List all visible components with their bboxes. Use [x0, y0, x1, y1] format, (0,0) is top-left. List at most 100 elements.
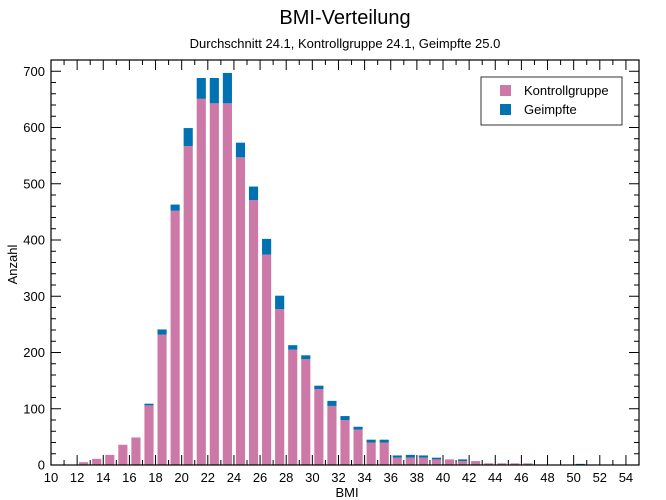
bar-kontrollgruppe-15 — [118, 444, 128, 465]
legend-swatch-1 — [500, 104, 511, 115]
bar-kontrollgruppe-19 — [170, 210, 180, 465]
bar-kontrollgruppe-21 — [196, 98, 206, 465]
bar-geimpfte-27 — [275, 295, 285, 310]
x-tick-label: 24 — [227, 470, 241, 485]
bar-kontrollgruppe-28 — [288, 349, 298, 465]
bar-geimpfte-31 — [327, 400, 337, 406]
bar-kontrollgruppe-14 — [105, 454, 115, 465]
y-tick-label: 300 — [23, 289, 45, 304]
x-tick-label: 38 — [410, 470, 424, 485]
chart-subtitle: Durchschnitt 24.1, Kontrollgruppe 24.1, … — [189, 36, 501, 51]
bar-kontrollgruppe-33 — [353, 429, 363, 465]
bar-geimpfte-33 — [353, 426, 363, 430]
x-tick-label: 50 — [566, 470, 580, 485]
y-axis-label: Anzahl — [5, 245, 20, 285]
bar-geimpfte-34 — [366, 439, 376, 443]
x-tick-label: 12 — [70, 470, 84, 485]
bar-kontrollgruppe-34 — [366, 442, 376, 465]
x-tick-label: 30 — [305, 470, 319, 485]
bar-geimpfte-23 — [222, 72, 232, 104]
legend-label-1: Geimpfte — [524, 102, 577, 117]
bar-kontrollgruppe-12 — [79, 462, 89, 465]
bar-kontrollgruppe-35 — [379, 442, 389, 465]
bar-geimpfte-24 — [235, 142, 246, 158]
bar-kontrollgruppe-32 — [340, 420, 350, 465]
x-tick-label: 52 — [593, 470, 607, 485]
bar-kontrollgruppe-17 — [144, 405, 154, 465]
x-tick-label: 14 — [96, 470, 110, 485]
chart-title: BMI-Verteilung — [279, 7, 411, 29]
x-tick-label: 48 — [540, 470, 554, 485]
bar-geimpfte-18 — [157, 329, 167, 335]
bar-kontrollgruppe-16 — [131, 437, 141, 465]
bar-kontrollgruppe-20 — [183, 146, 193, 465]
bar-kontrollgruppe-27 — [275, 309, 285, 465]
bar-kontrollgruppe-31 — [327, 405, 337, 465]
bar-geimpfte-21 — [196, 78, 206, 99]
bar-kontrollgruppe-38 — [418, 457, 428, 465]
y-tick-label: 200 — [23, 345, 45, 360]
y-tick-label: 0 — [38, 458, 45, 473]
x-tick-label: 42 — [462, 470, 476, 485]
x-tick-label: 10 — [44, 470, 58, 485]
x-tick-label: 28 — [279, 470, 293, 485]
bar-geimpfte-26 — [262, 238, 272, 255]
x-tick-label: 54 — [619, 470, 633, 485]
legend-swatch-0 — [500, 85, 511, 96]
bar-geimpfte-32 — [340, 416, 350, 420]
y-tick-label: 100 — [23, 401, 45, 416]
bar-kontrollgruppe-40 — [444, 459, 455, 465]
x-tick-label: 18 — [148, 470, 162, 485]
bar-geimpfte-41 — [458, 459, 468, 462]
x-axis-label: BMI — [335, 485, 358, 500]
bar-kontrollgruppe-44 — [497, 463, 507, 465]
y-tick-label: 600 — [23, 120, 45, 135]
x-tick-label: 46 — [514, 470, 528, 485]
bar-geimpfte-28 — [288, 345, 298, 350]
bar-kontrollgruppe-24 — [235, 157, 246, 465]
bar-kontrollgruppe-13 — [92, 458, 102, 465]
x-tick-label: 26 — [253, 470, 267, 485]
bar-geimpfte-25 — [248, 186, 259, 201]
bar-geimpfte-37 — [405, 454, 415, 458]
bar-kontrollgruppe-23 — [222, 103, 232, 465]
bar-geimpfte-29 — [301, 355, 311, 360]
legend: Kontrollgruppe Geimpfte — [480, 76, 623, 126]
tick-group: 10 12 14 16 18 20 22 24 26 28 30 32 34 36 38 40 42 44 46 48… — [23, 60, 639, 485]
plot-frame — [50, 59, 640, 466]
bar-geimpfte-35 — [379, 439, 389, 443]
bar-kontrollgruppe-41 — [458, 461, 468, 465]
legend-label-0: Kontrollgruppe — [524, 83, 609, 98]
bar-kontrollgruppe-26 — [262, 254, 272, 465]
bar-geimpfte-17 — [144, 403, 154, 406]
x-tick-label: 36 — [383, 470, 397, 485]
bar-kontrollgruppe-22 — [209, 103, 219, 465]
bar-geimpfte-19 — [170, 204, 180, 211]
bar-kontrollgruppe-36 — [392, 457, 402, 465]
y-tick-label: 500 — [23, 176, 45, 191]
bar-kontrollgruppe-43 — [484, 463, 494, 465]
x-tick-label: 34 — [357, 470, 371, 485]
bar-kontrollgruppe-29 — [301, 359, 311, 465]
bar-geimpfte-30 — [314, 385, 324, 390]
bar-geimpfte-22 — [209, 78, 219, 104]
bar-geimpfte-39 — [431, 457, 442, 460]
bar-kontrollgruppe-39 — [431, 459, 442, 465]
bar-kontrollgruppe-46 — [523, 463, 533, 465]
x-tick-label: 44 — [488, 470, 502, 485]
bar-group — [79, 72, 585, 465]
bar-geimpfte-38 — [418, 455, 428, 458]
x-tick-label: 20 — [174, 470, 188, 485]
y-tick-label: 400 — [23, 233, 45, 248]
bar-geimpfte-20 — [183, 128, 193, 147]
bar-kontrollgruppe-45 — [510, 463, 520, 465]
x-tick-label: 16 — [122, 470, 136, 485]
bar-kontrollgruppe-18 — [157, 334, 167, 465]
x-tick-label: 22 — [201, 470, 215, 485]
bar-kontrollgruppe-37 — [405, 457, 415, 465]
x-tick-label: 40 — [436, 470, 450, 485]
bar-kontrollgruppe-42 — [471, 461, 481, 465]
y-tick-label: 700 — [23, 64, 45, 79]
x-tick-label: 32 — [331, 470, 345, 485]
